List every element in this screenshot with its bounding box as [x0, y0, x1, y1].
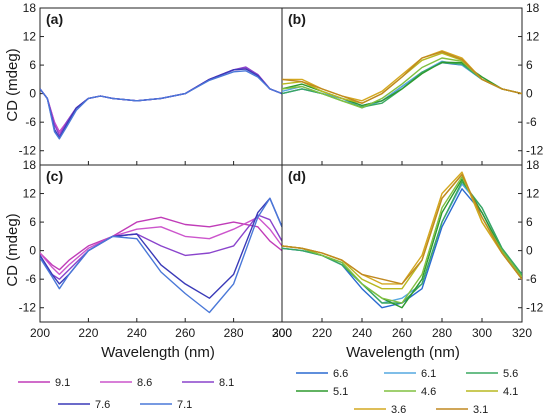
y-tick-label: -6: [25, 115, 36, 129]
x-axis-label-right: Wavelength (nm): [346, 344, 460, 361]
series-line-3.1: [282, 51, 522, 104]
series-line-9.1: [40, 216, 282, 271]
legend-label: 3.6: [391, 404, 406, 416]
legend-label: 5.1: [333, 386, 348, 398]
x-tick-label: 280: [432, 326, 452, 340]
x-tick-label: 300: [472, 326, 492, 340]
series-line-8.1: [40, 214, 282, 280]
x-tick-label: 200: [30, 326, 50, 340]
legend-label: 6.6: [333, 368, 348, 380]
legend-label: 8.1: [219, 377, 234, 389]
series-line-3.6: [282, 171, 522, 285]
legend-label: 7.6: [95, 399, 110, 411]
series-line-6.1: [282, 183, 522, 304]
series-line-5.6: [282, 180, 522, 304]
legend-item-4.6: 4.6: [384, 386, 436, 398]
y-tick-label: 6: [29, 58, 36, 72]
x-tick-label: 200: [272, 326, 292, 340]
y-tick-label: 12: [23, 30, 37, 44]
y-axis-label-top: CD (mdeg): [4, 48, 21, 121]
legend-item-3.6: 3.6: [354, 404, 406, 416]
x-tick-label: 220: [78, 326, 98, 340]
y-tick-label: -12: [19, 144, 37, 158]
legend-item-7.1: 7.1: [140, 399, 192, 411]
y-tick-label: 0: [29, 87, 36, 101]
legend-label: 8.6: [137, 377, 152, 389]
y-tick-label: 12: [526, 187, 540, 201]
y-tick-label: -6: [526, 115, 537, 129]
panel-label: (c): [46, 168, 63, 184]
y-tick-label: 6: [526, 215, 533, 229]
series-line-6.6: [282, 188, 522, 309]
legend-label: 7.1: [177, 399, 192, 411]
y-tick-label: 6: [526, 58, 533, 72]
y-tick-label: 0: [526, 244, 533, 258]
legend-label: 9.1: [55, 377, 70, 389]
legend-item-3.1: 3.1: [436, 404, 488, 416]
legend-label: 4.6: [421, 386, 436, 398]
legend-area: 9.1 8.6 8.1 7.6 7.1 6.6 6.1 5.6 5.1 4.6 4.1 3.6 3.1: [18, 368, 518, 416]
series-line-3.1: [282, 173, 522, 285]
series-line-4.6: [282, 57, 522, 109]
legend-label: 6.1: [421, 368, 436, 380]
legend-item-8.6: 8.6: [100, 377, 152, 389]
y-tick-label: -6: [526, 272, 537, 286]
panel-d: -12 -6 0 6 12 18 200 220 240 260 280 300 320 (d): [272, 158, 544, 340]
panel-label: (a): [46, 11, 63, 27]
x-tick-label: 220: [312, 326, 332, 340]
legend-item-4.1: 4.1: [466, 386, 518, 398]
panel-label: (b): [288, 11, 306, 27]
legend-label: 5.6: [503, 368, 518, 380]
y-tick-label: 0: [526, 87, 533, 101]
x-tick-label: 320: [512, 326, 532, 340]
panel-b: -12 -6 0 6 12 18 (b): [281, 1, 544, 166]
chart-panels: -12 -6 0 6 12 18 (a) -12 -6 0 6 12 18 (b) -12 -6 0 6 12 18 2…: [19, 1, 544, 340]
series-line-8.1: [40, 66, 282, 137]
y-tick-label: 18: [23, 158, 37, 172]
y-tick-label: 18: [23, 1, 37, 15]
series-line-7.1: [40, 197, 282, 314]
panel-c: -12 -6 0 6 12 18 200 220 240 260 280 300 (c): [19, 158, 293, 340]
y-tick-label: -12: [19, 301, 37, 315]
y-tick-label: -12: [526, 144, 544, 158]
x-tick-label: 240: [127, 326, 147, 340]
series-line-7.6: [40, 68, 282, 139]
y-tick-label: 12: [23, 187, 37, 201]
legend-item-6.6: 6.6: [296, 368, 348, 380]
legend-item-8.1: 8.1: [182, 377, 234, 389]
series-line-7.6: [40, 197, 282, 299]
legend-item-5.1: 5.1: [296, 386, 348, 398]
x-tick-label: 280: [224, 326, 244, 340]
y-tick-label: 18: [526, 158, 540, 172]
x-tick-label: 260: [175, 326, 195, 340]
y-axis-label-bottom: CD (mdeg): [4, 213, 21, 286]
plot-frame: [39, 7, 283, 166]
panel-label: (d): [288, 168, 306, 184]
x-tick-label: 240: [352, 326, 372, 340]
series-line-9.1: [40, 68, 282, 133]
y-tick-label: 12: [526, 30, 540, 44]
legend-label: 4.1: [503, 386, 518, 398]
legend-item-7.6: 7.6: [58, 399, 110, 411]
legend-item-6.1: 6.1: [384, 368, 436, 380]
y-tick-label: 0: [29, 244, 36, 258]
x-tick-label: 300: [272, 326, 292, 340]
series-line-7.1: [40, 70, 282, 140]
legend-item-9.1: 9.1: [18, 377, 70, 389]
y-tick-label: -6: [25, 272, 36, 286]
legend-label: 3.1: [473, 404, 488, 416]
panel-a: -12 -6 0 6 12 18 (a): [19, 1, 283, 166]
x-axis-label-left: Wavelength (nm): [101, 344, 215, 361]
series-line-4.1: [282, 173, 522, 290]
legend-item-5.6: 5.6: [466, 368, 518, 380]
series-line-4.1: [282, 52, 522, 104]
y-tick-label: 18: [526, 1, 540, 15]
x-tick-label: 260: [392, 326, 412, 340]
y-tick-label: -12: [526, 301, 544, 315]
y-tick-label: 6: [29, 215, 36, 229]
series-line-8.6: [40, 67, 282, 134]
